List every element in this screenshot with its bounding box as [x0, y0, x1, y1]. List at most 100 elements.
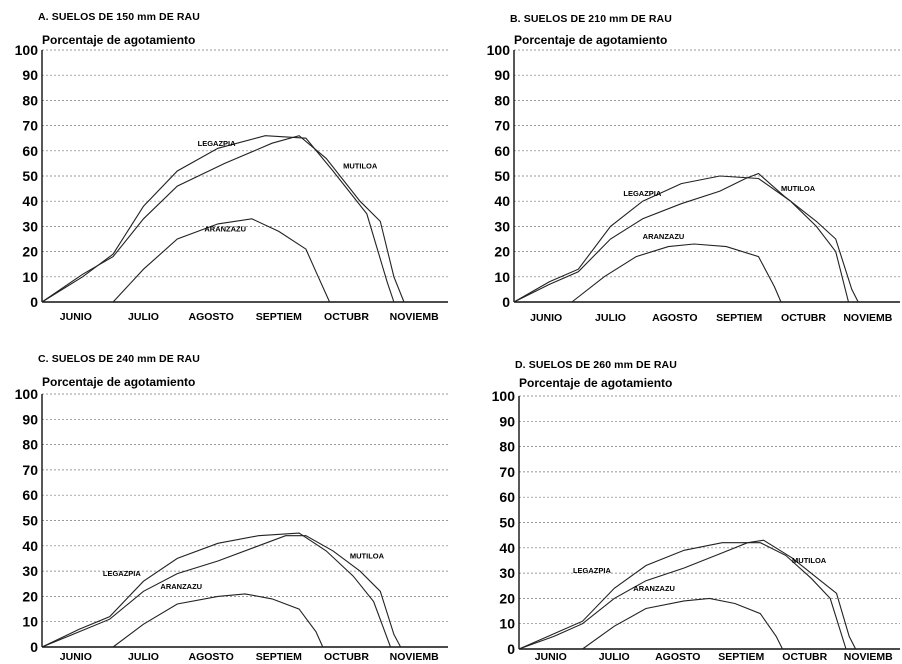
y-tick-label: 20	[22, 588, 38, 604]
x-tick-label: OCTUBR	[324, 651, 369, 663]
chart-title: A. SUELOS DE 150 mm DE RAU	[38, 11, 200, 23]
series-label-mutiloa: MUTILOA	[792, 556, 827, 565]
y-tick-label: 0	[30, 294, 38, 310]
series-label-mutiloa: MUTILOA	[343, 161, 378, 170]
y-axis-label: Porcentaje de agotamiento	[42, 33, 195, 47]
series-label-legazpia: LEGAZPIA	[103, 569, 142, 578]
chart-d: D. SUELOS DE 260 mm DE RAU Porcentaje de …	[492, 359, 900, 663]
series-line-aranzazu	[112, 593, 324, 648]
x-tick-label: SEPTIEM	[256, 311, 302, 323]
y-tick-label: 0	[30, 639, 38, 655]
series-label-aranzazu: ARANZAZU	[633, 584, 675, 593]
y-tick-label: 70	[22, 462, 38, 478]
y-tick-label: 100	[15, 42, 39, 58]
chart-title: B. SUELOS DE 210 mm DE RAU	[510, 13, 672, 25]
y-axis-label: Porcentaje de agotamiento	[42, 375, 195, 389]
y-tick-label: 20	[499, 590, 515, 606]
x-tick-label: AGOSTO	[652, 312, 697, 324]
series-line-aranzazu	[571, 243, 782, 303]
x-tick-label: SEPTIEM	[256, 651, 302, 663]
y-tick-label: 50	[494, 168, 510, 184]
y-tick-label: 100	[487, 42, 511, 58]
chart-title: D. SUELOS DE 260 mm DE RAU	[515, 359, 677, 371]
chart-panel-d: D. SUELOS DE 260 mm DE RAU Porcentaje de …	[470, 350, 902, 664]
series-line-aranzazu	[582, 597, 783, 650]
x-tick-label: JUNIO	[530, 312, 562, 324]
y-tick-label: 10	[494, 269, 510, 285]
chart-b: B. SUELOS DE 210 mm DE RAU Porcentaje de …	[487, 13, 900, 324]
series-line-mutiloa	[41, 535, 402, 648]
y-tick-label: 90	[494, 67, 510, 83]
y-tick-label: 40	[22, 538, 38, 554]
x-tick-label: JULIO	[599, 651, 630, 663]
x-tick-label: AGOSTO	[189, 311, 234, 323]
y-tick-label: 50	[22, 168, 38, 184]
chart-panel-b: B. SUELOS DE 210 mm DE RAU Porcentaje de …	[470, 0, 902, 332]
series-line-mutiloa	[41, 135, 405, 303]
chart-title: C. SUELOS DE 240 mm DE RAU	[38, 353, 200, 365]
y-tick-label: 50	[499, 515, 515, 531]
series-line-mutiloa	[513, 172, 859, 303]
y-tick-label: 20	[22, 244, 38, 260]
series-line-mutiloa	[518, 539, 857, 650]
x-tick-label: SEPTIEM	[716, 312, 762, 324]
y-tick-label: 70	[494, 118, 510, 134]
series-label-aranzazu: ARANZAZU	[160, 582, 202, 591]
series-label-legazpia: LEGAZPIA	[198, 139, 237, 148]
y-tick-label: 60	[499, 489, 515, 505]
x-tick-label: OCTUBR	[781, 312, 826, 324]
y-tick-label: 70	[499, 464, 515, 480]
x-tick-label: OCTUBR	[324, 311, 369, 323]
x-tick-label: NOVIEMB	[390, 311, 439, 323]
x-tick-label: JULIO	[595, 312, 626, 324]
y-tick-label: 100	[492, 388, 516, 404]
y-tick-label: 80	[22, 92, 38, 108]
y-axis-label: Porcentaje de agotamiento	[519, 376, 672, 390]
series-line-legazpia	[41, 532, 392, 648]
y-axis-label: Porcentaje de agotamiento	[514, 33, 667, 47]
y-tick-label: 20	[494, 244, 510, 260]
y-tick-label: 60	[22, 487, 38, 503]
series-line-aranzazu	[112, 218, 331, 303]
y-tick-label: 30	[22, 218, 38, 234]
y-tick-label: 40	[494, 193, 510, 209]
x-tick-label: NOVIEMB	[844, 651, 893, 663]
chart-panel-c: C. SUELOS DE 240 mm DE RAU Porcentaje de …	[0, 344, 451, 664]
y-tick-label: 60	[22, 143, 38, 159]
x-tick-label: SEPTIEM	[718, 651, 764, 663]
y-tick-label: 10	[22, 269, 38, 285]
y-tick-label: 70	[22, 118, 38, 134]
y-tick-label: 40	[22, 193, 38, 209]
y-tick-label: 80	[499, 439, 515, 455]
y-tick-label: 10	[499, 616, 515, 632]
x-tick-label: OCTUBR	[782, 651, 827, 663]
y-tick-label: 100	[15, 386, 39, 402]
y-tick-label: 60	[494, 143, 510, 159]
series-label-aranzazu: ARANZAZU	[643, 232, 685, 241]
y-tick-label: 30	[499, 565, 515, 581]
x-tick-label: JUNIO	[535, 651, 567, 663]
x-tick-label: AGOSTO	[655, 651, 700, 663]
x-tick-label: AGOSTO	[189, 651, 234, 663]
y-tick-label: 30	[22, 563, 38, 579]
y-tick-label: 40	[499, 540, 515, 556]
x-tick-label: JULIO	[128, 651, 159, 663]
y-tick-label: 90	[22, 67, 38, 83]
x-tick-label: JUNIO	[60, 311, 92, 323]
x-tick-label: JULIO	[128, 311, 159, 323]
y-tick-label: 80	[22, 437, 38, 453]
y-tick-label: 90	[22, 411, 38, 427]
y-tick-label: 0	[507, 641, 515, 657]
x-tick-label: NOVIEMB	[843, 312, 892, 324]
series-line-legazpia	[518, 542, 847, 650]
series-line-legazpia	[41, 135, 395, 303]
y-tick-label: 0	[502, 294, 510, 310]
series-label-legazpia: LEGAZPIA	[573, 566, 612, 575]
series-line-legazpia	[513, 175, 850, 303]
x-tick-label: JUNIO	[60, 651, 92, 663]
y-tick-label: 50	[22, 513, 38, 529]
y-tick-label: 10	[22, 614, 38, 630]
series-label-mutiloa: MUTILOA	[781, 184, 816, 193]
chart-c: C. SUELOS DE 240 mm DE RAU Porcentaje de …	[15, 353, 448, 663]
series-label-mutiloa: MUTILOA	[350, 551, 385, 560]
